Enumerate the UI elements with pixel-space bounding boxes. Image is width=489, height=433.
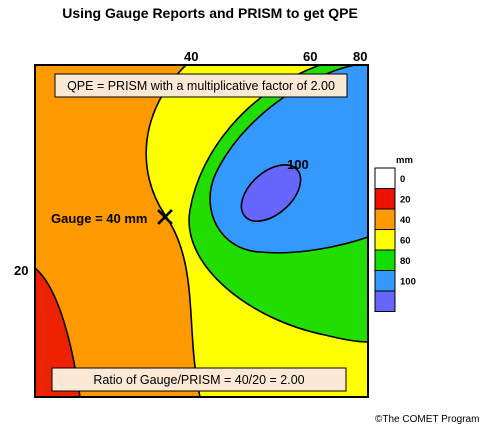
contour-fill-group — [35, 65, 368, 397]
legend-swatch — [374, 249, 396, 271]
contour-label-60: 60 — [303, 49, 317, 64]
contour-label-20: 20 — [14, 263, 28, 278]
purple-100-zone — [240, 164, 302, 222]
red-zone — [35, 268, 80, 397]
qpe-box-text: QPE = PRISM with a multiplicative factor… — [67, 79, 335, 93]
legend-swatch — [374, 188, 396, 210]
legend-swatch — [374, 229, 396, 251]
contour-40-line — [145, 65, 201, 397]
map-border — [34, 64, 369, 398]
legend-label: 40 — [400, 215, 411, 226]
ratio-box-text: Ratio of Gauge/PRISM = 40/20 = 2.00 — [93, 373, 304, 387]
contour-label-40: 40 — [184, 49, 198, 64]
copyright-text: ©The COMET Program — [375, 414, 480, 425]
legend-label: 0 — [400, 174, 405, 185]
legend: mm 0 20 40 60 80 100 — [374, 155, 416, 312]
legend-label: 60 — [400, 236, 411, 247]
contour-60-line — [188, 65, 368, 343]
legend-label: 20 — [400, 195, 411, 206]
contour-label-100: 100 — [287, 157, 309, 172]
gauge-label: Gauge = 40 mm — [51, 211, 147, 226]
legend-swatch — [374, 167, 396, 189]
legend-label: 80 — [400, 256, 411, 267]
page-title: Using Gauge Reports and PRISM to get QPE — [62, 5, 358, 21]
qpe-box — [54, 73, 348, 98]
legend-swatch — [374, 290, 396, 312]
contour-label-80: 80 — [353, 49, 367, 64]
legend-label: 100 — [400, 277, 416, 288]
ratio-box — [51, 367, 347, 392]
legend-swatch — [374, 208, 396, 230]
gauge-marker-icon — [157, 209, 173, 225]
legend-swatch — [374, 270, 396, 292]
legend-unit: mm — [396, 155, 413, 166]
